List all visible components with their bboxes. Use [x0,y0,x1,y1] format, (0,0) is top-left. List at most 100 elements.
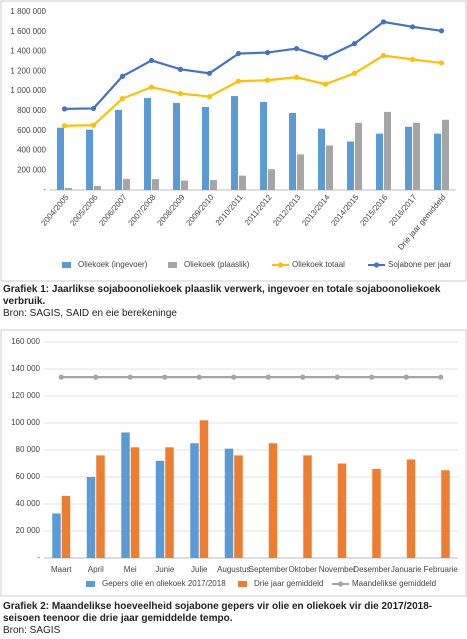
chart-frame [0,329,467,597]
x-tick-label: 2014/2015 [329,192,361,227]
line-marker [93,374,99,380]
y-tick-label: 40 000 [16,499,41,508]
legend-label: Drie jaar gemiddeld [254,579,323,588]
caption: Grafiek 2: Maandelikse hoeveelheid sojab… [3,601,463,637]
line-marker [409,56,416,63]
line-marker [264,49,271,56]
x-tick-label: 2005/2006 [68,192,100,227]
x-tick-label: September [249,565,288,574]
line-marker [119,73,126,79]
bar [297,154,304,190]
x-tick-label: 2010/2011 [214,192,245,227]
line-marker [351,41,358,47]
x-tick-label: Januarie [391,565,422,574]
legend-label: Oliekoek (ingevoer) [78,260,148,269]
bar [376,133,383,190]
x-tick-label: 2015/2016 [358,192,390,227]
bar [130,447,140,558]
legend-swatch [168,262,177,268]
line-marker [148,57,155,64]
bar [144,98,151,190]
bar [434,133,441,190]
caption-title: Grafiek 1: Jaarlikse sojaboonoliekoek pl… [3,284,441,307]
line-marker [351,70,358,76]
bar [52,513,61,558]
bar [372,468,381,558]
x-tick-label: 2007/2008 [126,192,158,227]
line-marker [61,106,68,112]
caption-source: Bron: SAGIS, SAID en eie berekeninge [3,308,177,319]
line-marker [90,122,97,128]
bar [121,432,130,558]
y-tick-label: 1 400 000 [10,47,46,56]
bar [210,180,217,190]
legend-label: Oliekoek (plaaslik) [184,260,250,269]
line-marker [265,374,271,380]
x-tick-label: 2013/2014 [300,192,332,227]
bar [96,455,105,558]
x-tick-label: 2006/2007 [97,192,129,227]
bar [347,141,354,190]
line-marker [403,374,409,380]
y-tick-label: 140 000 [11,364,40,373]
bar [234,455,243,558]
y-tick-label: 60 000 [16,472,41,481]
y-tick-label: 1 800 000 [10,7,46,16]
bar [413,122,420,190]
legend-swatch [337,581,344,587]
bar [326,145,333,190]
caption-source: Bron: SAGIS [3,625,61,636]
line-marker [162,374,168,380]
bar [268,443,278,558]
line-marker [438,60,445,66]
y-tick-label: 1 000 000 [10,86,46,95]
bar [199,420,209,558]
x-tick-label: April [88,565,104,574]
bar [224,448,234,558]
line-marker [293,45,300,52]
caption: Grafiek 1: Jaarlikse sojaboonoliekoek pl… [3,284,463,320]
y-tick-label: 600 000 [17,126,46,135]
bar [155,460,165,558]
x-tick-label: Mei [124,565,137,574]
line-marker [438,374,444,380]
bar [303,455,312,558]
line-marker [206,70,213,76]
y-tick-label: 20 000 [16,526,41,535]
line-marker [369,374,375,380]
y-tick-label: - [43,185,46,194]
legend-label: Oliekoek totaal [292,260,345,269]
line [64,54,442,127]
line-marker [127,374,133,380]
legend-swatch [238,581,247,587]
line-marker [334,374,340,380]
bar [406,459,416,558]
bar [173,102,180,190]
caption-title: Grafiek 2: Maandelikse hoeveelheid sojab… [3,601,433,624]
y-tick-label: - [37,553,40,562]
bar [239,175,246,190]
bar [318,128,325,190]
line-marker [380,52,387,59]
legend-label: Sojabone per jaar [388,260,451,269]
y-tick-label: 1 600 000 [10,27,46,36]
line-marker [409,24,416,30]
legend-label: Gepers olie en oliekoek 2017/2018 [102,579,226,588]
line-marker [206,93,213,100]
line-marker [148,84,155,90]
bar [61,495,71,558]
line-marker [119,95,126,102]
y-tick-label: 1 200 000 [10,66,46,75]
y-tick-label: 100 000 [11,418,40,427]
x-tick-label: November [319,565,356,574]
bar [152,179,159,190]
line-marker [61,123,68,129]
x-tick-label: Februarie [424,565,459,574]
legend-swatch [277,262,284,268]
legend-swatch [62,262,71,268]
bar [86,129,93,190]
line-marker [177,66,184,72]
bar [231,96,238,190]
x-tick-label: Oktober [289,565,318,574]
